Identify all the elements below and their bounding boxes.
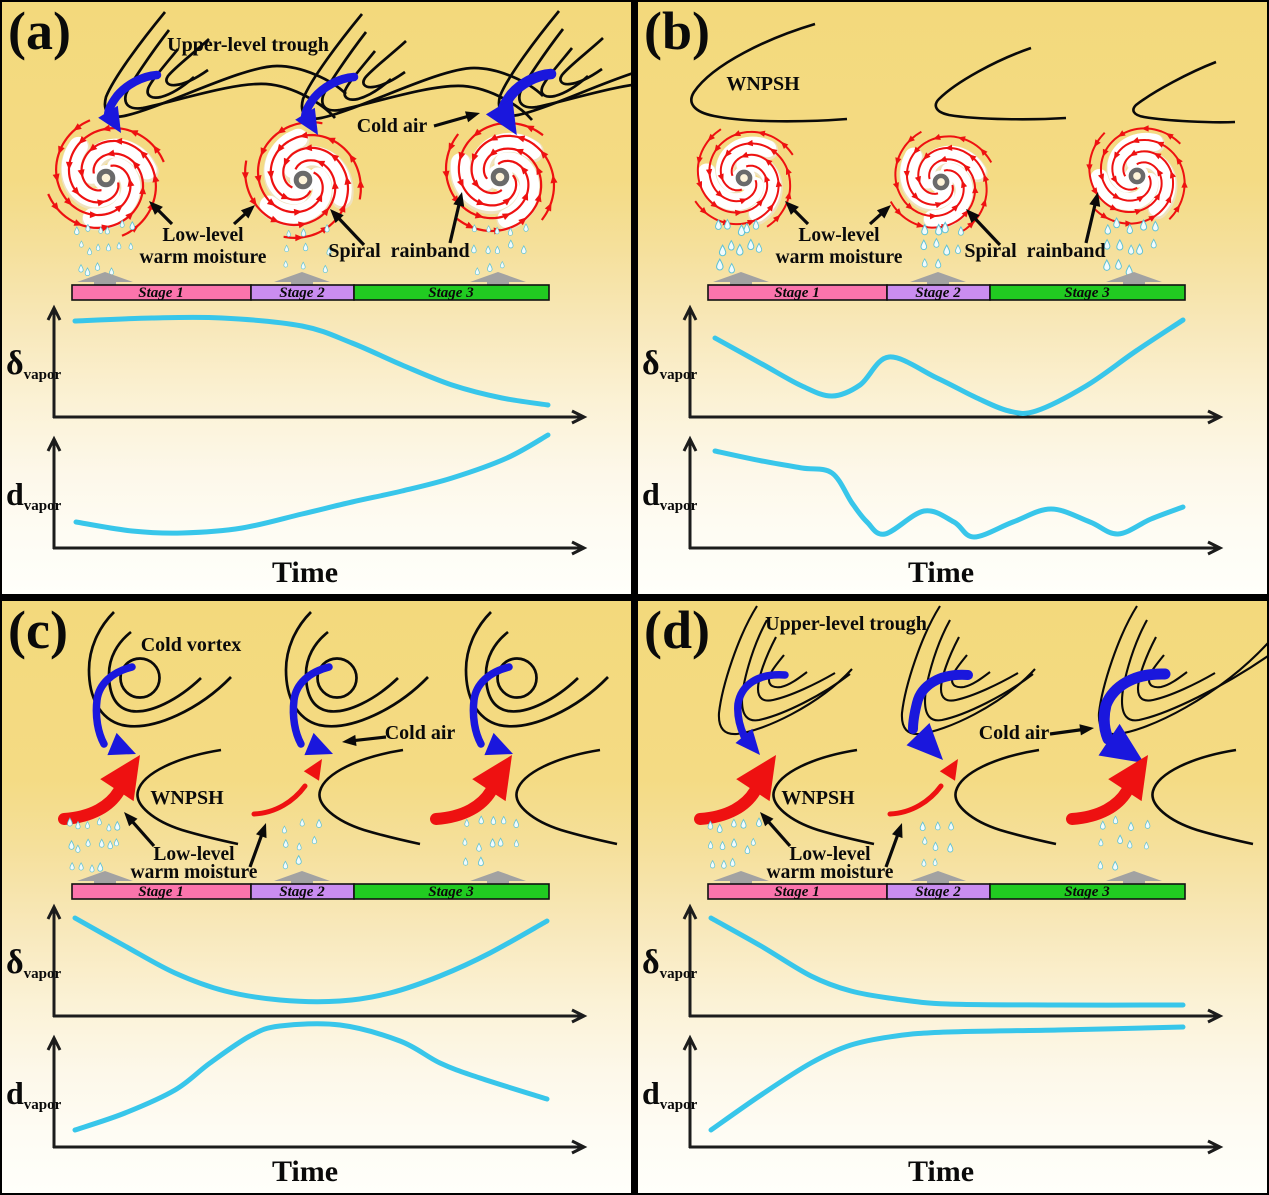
svg-text:Cold air: Cold air xyxy=(385,722,456,744)
svg-text:Time: Time xyxy=(272,556,338,589)
svg-text:Stage 1: Stage 1 xyxy=(774,884,819,900)
svg-text:Stage 1: Stage 1 xyxy=(138,884,183,900)
svg-text:Spiral rainband: Spiral rainband xyxy=(328,240,469,262)
svg-text:WNPSH: WNPSH xyxy=(726,73,800,95)
svg-text:Stage 2: Stage 2 xyxy=(915,884,961,900)
svg-text:(c): (c) xyxy=(8,601,68,660)
svg-text:Stage 3: Stage 3 xyxy=(1064,884,1110,900)
svg-text:Low-level: Low-level xyxy=(162,225,244,246)
svg-text:Stage 1: Stage 1 xyxy=(774,285,819,301)
svg-text:warm moisture: warm moisture xyxy=(140,247,267,268)
svg-text:Stage 2: Stage 2 xyxy=(279,285,325,301)
svg-text:Stage 2: Stage 2 xyxy=(915,285,961,301)
svg-text:Stage 1: Stage 1 xyxy=(138,285,183,301)
svg-text:Stage 2: Stage 2 xyxy=(279,884,325,900)
svg-text:Cold air: Cold air xyxy=(979,722,1050,744)
svg-text:Time: Time xyxy=(272,1155,338,1188)
svg-text:Spiral rainband: Spiral rainband xyxy=(964,240,1105,262)
svg-text:Upper-level trough: Upper-level trough xyxy=(765,613,927,635)
svg-text:Time: Time xyxy=(908,556,974,589)
svg-text:Upper-level trough: Upper-level trough xyxy=(167,34,329,56)
svg-text:Stage 3: Stage 3 xyxy=(428,285,474,301)
svg-text:Time: Time xyxy=(908,1155,974,1188)
svg-text:warm moisture: warm moisture xyxy=(767,862,894,883)
svg-text:warm moisture: warm moisture xyxy=(131,862,258,883)
svg-text:WNPSH: WNPSH xyxy=(150,787,224,809)
svg-text:Low-level: Low-level xyxy=(798,225,880,246)
svg-text:Low-level: Low-level xyxy=(153,844,235,865)
svg-text:(a): (a) xyxy=(8,2,71,61)
svg-text:Stage 3: Stage 3 xyxy=(1064,285,1110,301)
svg-text:(d): (d) xyxy=(644,601,710,660)
svg-text:Cold vortex: Cold vortex xyxy=(141,634,242,656)
svg-text:Stage 3: Stage 3 xyxy=(428,884,474,900)
svg-text:Low-level: Low-level xyxy=(789,844,871,865)
svg-text:Cold air: Cold air xyxy=(357,115,428,137)
svg-text:WNPSH: WNPSH xyxy=(781,787,855,809)
svg-text:(b): (b) xyxy=(644,2,710,61)
svg-text:warm moisture: warm moisture xyxy=(776,247,903,268)
